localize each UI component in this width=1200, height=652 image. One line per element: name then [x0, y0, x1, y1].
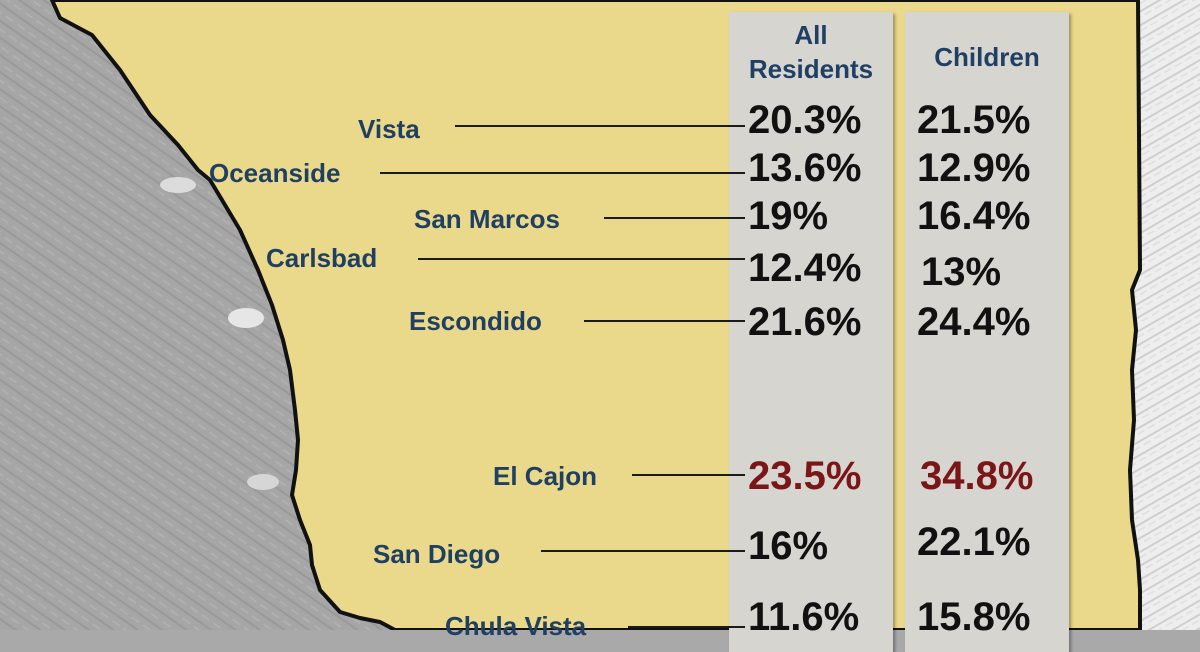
surf-mark	[247, 474, 279, 490]
value-all-vista: 20.3%	[748, 98, 862, 142]
surf-mark	[160, 177, 196, 193]
all-residents-column	[729, 12, 893, 652]
value-children-carlsbad: 13%	[921, 250, 1002, 294]
value-all-carlsbad: 12.4%	[748, 246, 862, 290]
city-label-el-cajon: El Cajon	[493, 461, 598, 491]
leader-line	[628, 626, 745, 628]
leader-line	[418, 258, 745, 260]
leader-line	[541, 550, 745, 552]
value-all-escondido: 21.6%	[748, 300, 862, 344]
leader-line	[632, 474, 745, 476]
value-children-san-diego: 22.1%	[917, 520, 1031, 564]
city-label-vista: Vista	[358, 114, 420, 144]
value-all-san-marcos: 19%	[748, 194, 829, 238]
header-children: Children	[934, 42, 1040, 72]
leader-line	[380, 172, 745, 174]
value-all-oceanside: 13.6%	[748, 146, 862, 190]
children-column	[905, 12, 1069, 652]
surf-mark	[228, 308, 264, 328]
leader-line	[584, 320, 745, 322]
value-all-el-cajon: 23.5%	[748, 454, 862, 498]
city-label-carlsbad: Carlsbad	[266, 243, 378, 273]
value-children-oceanside: 12.9%	[917, 146, 1031, 190]
value-all-chula-vista: 11.6%	[748, 595, 860, 639]
leader-line	[604, 217, 745, 219]
city-label-oceanside: Oceanside	[209, 158, 341, 188]
header-all-residents: All Residents	[748, 20, 874, 84]
city-label-san-diego: San Diego	[373, 539, 501, 569]
value-children-el-cajon: 34.8%	[920, 454, 1034, 498]
leader-line	[455, 125, 745, 127]
value-children-san-marcos: 16.4%	[917, 194, 1031, 238]
city-label-chula-vista: Chula Vista	[445, 611, 587, 641]
value-all-san-diego: 16%	[748, 524, 829, 568]
value-children-vista: 21.5%	[917, 98, 1031, 142]
value-children-escondido: 24.4%	[917, 300, 1031, 344]
value-children-chula-vista: 15.8%	[917, 595, 1031, 639]
city-label-escondido: Escondido	[409, 306, 542, 336]
city-label-san-marcos: San Marcos	[414, 204, 560, 234]
